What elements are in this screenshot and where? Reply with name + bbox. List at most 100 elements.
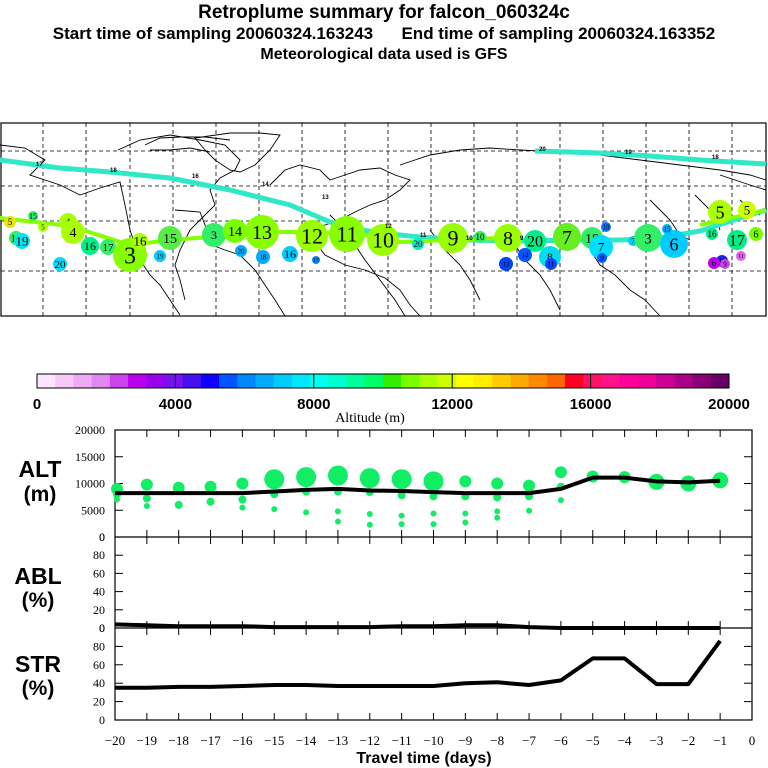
cluster-day-label: 13 (252, 222, 272, 244)
alt-cluster-marker (523, 479, 536, 492)
alt-cluster-marker (239, 504, 246, 511)
alt-cluster-marker (397, 491, 406, 500)
cluster-day-label: 14 (522, 251, 530, 259)
cluster-marker (367, 224, 399, 256)
cluster-marker (738, 201, 756, 219)
cluster-marker (597, 253, 607, 263)
colorbar-swatch (383, 374, 402, 388)
colorbar-swatch (310, 374, 329, 388)
abl-y-tick-label: 40 (93, 585, 105, 599)
colorbar-swatch (583, 374, 603, 388)
cluster-marker (235, 245, 247, 257)
alt-cluster-marker (423, 471, 444, 492)
str-panel-label: STR (15, 651, 61, 677)
colorbar-swatch (237, 374, 257, 388)
map-cluster: 16 (81, 237, 99, 255)
abl-fraction-line (114, 622, 721, 630)
colorbar-label: Altitude (m) (335, 411, 405, 426)
trajectory-day-label: 18 (110, 168, 117, 174)
cluster-day-label: 16 (134, 234, 148, 249)
colorbar-swatch (528, 374, 548, 388)
alt-cluster-marker (140, 478, 153, 491)
cluster-marker (100, 239, 116, 255)
map-cluster: 5 (738, 201, 756, 219)
cluster-marker (474, 231, 486, 243)
map-cluster: 6 (660, 230, 688, 258)
cluster-day-label: 19 (157, 252, 165, 260)
trajectory-day-label: 20 (539, 147, 546, 153)
colorbar-tick-label: 20000 (708, 396, 750, 413)
str-y-tick-label: 0 (99, 621, 105, 635)
map-cluster: 7 (553, 223, 581, 251)
alt-cluster-marker (236, 477, 249, 490)
cluster-day-label: 7 (598, 240, 605, 255)
x-tick-label: −6 (554, 733, 568, 748)
colorbar-tick-label: 16000 (570, 396, 612, 413)
colorbar-swatch (55, 374, 74, 388)
map-cluster: 5 (38, 222, 48, 232)
colorbar-swatch (656, 374, 675, 388)
colorbar-swatch (364, 374, 384, 388)
alt-cluster-marker (114, 496, 120, 503)
cluster-day-label: 8 (547, 250, 553, 264)
trajectory-day-label: 19 (625, 150, 632, 156)
met-data-source: Meteorological data used is GFS (260, 46, 508, 63)
cluster-day-label: 16 (708, 229, 718, 239)
colorbar-swatch (182, 374, 202, 388)
cluster-day-label: 20 (527, 234, 543, 251)
colorbar-swatch (455, 374, 475, 388)
cluster-marker (154, 250, 166, 262)
map-cluster: 11 (736, 251, 746, 261)
colorbar-swatch (510, 374, 530, 388)
x-tick-label: −13 (328, 733, 348, 748)
str-y-tick-label: 80 (93, 639, 105, 653)
cluster-marker (706, 228, 718, 240)
alt-cluster-marker (327, 465, 348, 486)
cluster-marker (749, 227, 763, 241)
map-cluster: 18 (601, 222, 611, 232)
map-cluster: 13 (245, 215, 279, 249)
colorbar-swatch (128, 374, 147, 388)
map-clusters: 5151619544162017316191531413201816171211… (4, 147, 763, 272)
alt-cluster-marker (462, 510, 469, 517)
map-cluster: 6 (708, 257, 720, 269)
cluster-day-label: 20 (55, 259, 67, 271)
cluster-day-label: 15 (163, 232, 177, 247)
cluster-day-label: 20 (414, 239, 424, 249)
map-cluster: 4 (61, 220, 85, 244)
map-cluster: 17 (100, 239, 116, 255)
cluster-marker (4, 216, 16, 228)
map-cluster: 12 (296, 220, 328, 252)
colorbar-swatch (164, 374, 184, 388)
cluster-day-label: 19 (16, 234, 29, 249)
map-cluster: 9 (597, 253, 607, 263)
colorbar-swatch (637, 374, 657, 388)
x-tick-label: −1 (713, 733, 727, 748)
abl-panel-label: ABL (14, 563, 61, 589)
alt-cluster-marker (557, 497, 564, 504)
cluster-marker (708, 257, 720, 269)
cluster-day-label: 16 (84, 239, 96, 253)
map-cluster: 6 (749, 227, 763, 241)
cluster-day-label: 7 (631, 237, 635, 245)
map-panel: 5151619544162017316191531413201816171211… (0, 122, 767, 317)
cluster-marker (634, 224, 662, 252)
colorbar-swatch (273, 374, 293, 388)
map-cluster: 5 (708, 200, 732, 224)
cluster-day-label: 15 (29, 212, 37, 221)
cluster-day-label: 5 (744, 203, 751, 218)
cluster-marker (518, 248, 532, 262)
map-cluster: 8 (494, 224, 522, 252)
cluster-marker (38, 222, 48, 232)
cluster-marker (545, 258, 557, 270)
alt-cluster-marker (334, 508, 341, 515)
colorbar-swatch (437, 374, 457, 388)
cluster-marker (499, 257, 513, 271)
cluster-day-label: 16 (284, 247, 296, 261)
alt-cluster-marker (493, 493, 502, 502)
x-tick-label: −17 (200, 733, 221, 748)
cluster-day-label: 6 (712, 258, 717, 268)
alt-cluster-marker (142, 494, 151, 503)
cluster-marker (601, 222, 611, 232)
